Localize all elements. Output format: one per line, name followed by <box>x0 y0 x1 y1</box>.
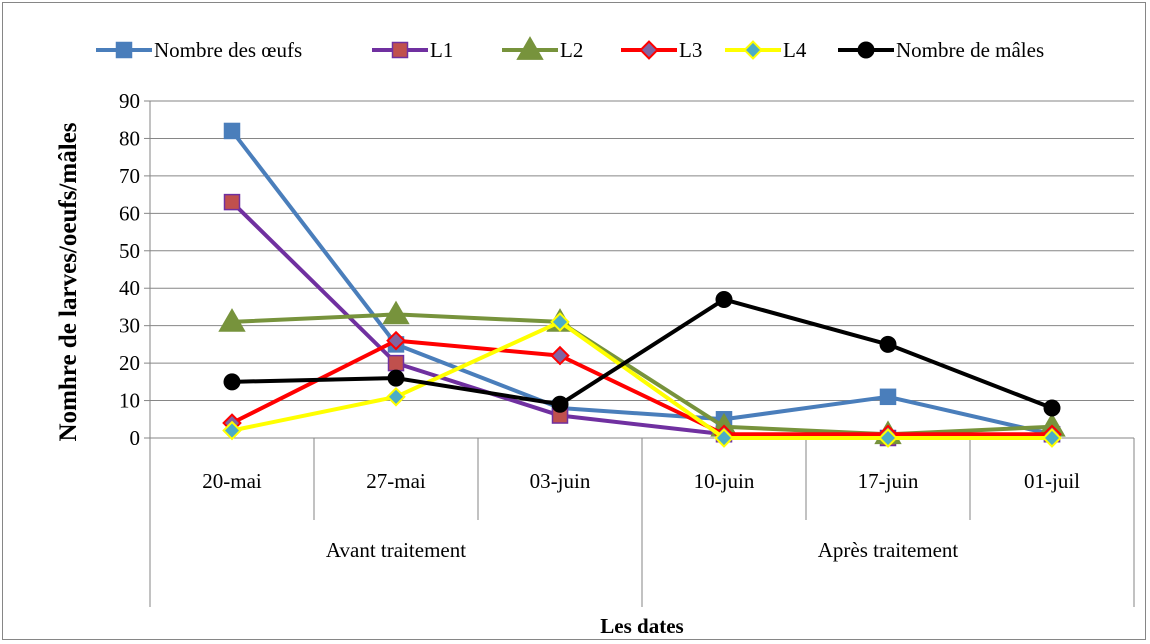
legend-item-3: L3 <box>621 38 702 62</box>
axes: 0 10 20 30 40 50 60 70 80 90 20-mai 27-mai 03-juin 10… <box>119 89 1135 607</box>
legend-label: L3 <box>679 38 702 62</box>
data-point <box>386 330 406 351</box>
y-tick-label: 50 <box>119 239 140 263</box>
data-point <box>387 369 405 387</box>
series-line <box>231 297 1053 410</box>
series-2 <box>218 300 1066 445</box>
legend-label: L1 <box>430 38 453 62</box>
legend-label: L2 <box>560 38 583 62</box>
x-group-label: Après traitement <box>818 538 959 562</box>
legend-marker <box>391 41 409 59</box>
data-point <box>879 388 897 406</box>
x-tick-label: 27-mai <box>366 469 426 493</box>
data-point <box>387 354 405 372</box>
series-line <box>231 319 1052 440</box>
data-point <box>878 428 898 448</box>
legend-marker <box>743 40 763 60</box>
data-point <box>223 122 241 140</box>
y-tick-label: 30 <box>119 314 140 338</box>
data-point <box>223 193 241 211</box>
y-tick-label: 10 <box>119 389 140 413</box>
x-tick-label: 17-juin <box>858 469 919 493</box>
legend-label: Nombre de mâles <box>896 38 1044 62</box>
data-point <box>715 290 733 308</box>
legend-item-4: L4 <box>725 38 807 62</box>
legend-marker <box>516 36 544 60</box>
data-point <box>223 373 241 391</box>
legend-label: L4 <box>783 38 807 62</box>
series-line <box>230 129 1053 437</box>
legend-item-5: Nombre de mâles <box>838 38 1044 62</box>
data-point <box>1043 399 1061 417</box>
legend-marker <box>115 41 133 59</box>
x-tick-label: 03-juin <box>530 469 591 493</box>
x-tick-label: 10-juin <box>694 469 755 493</box>
x-tick-label: 01-juil <box>1024 469 1080 493</box>
data-point <box>550 345 570 366</box>
data-point <box>551 395 569 413</box>
series-lines <box>218 122 1066 448</box>
y-tick-label: 70 <box>119 164 140 188</box>
x-axis-label: Les dates <box>600 614 683 638</box>
series-line <box>231 338 1052 437</box>
legend-marker <box>639 40 659 60</box>
gridlines <box>150 100 1134 402</box>
data-point <box>222 420 242 441</box>
data-point <box>550 312 570 332</box>
series-line <box>231 312 1053 437</box>
series-line <box>230 200 1053 440</box>
x-tick-label: 20-mai <box>202 469 262 493</box>
data-point <box>386 386 406 407</box>
legend-item-2: L2 <box>502 36 583 62</box>
y-axis-label: Nomhre de larves/oeufs/mâles <box>55 122 82 441</box>
y-tick-label: 90 <box>119 89 140 113</box>
legend-item-1: L1 <box>372 38 453 62</box>
y-tick-label: 40 <box>119 276 140 300</box>
y-tick-label: 0 <box>130 426 141 450</box>
data-point <box>1042 428 1062 448</box>
series-4 <box>222 312 1062 448</box>
data-point <box>714 428 734 448</box>
legend-item-0: Nombre des œufs <box>96 38 302 62</box>
data-point <box>382 300 410 325</box>
y-tick-label: 80 <box>119 126 140 150</box>
legend-marker <box>857 41 875 59</box>
legend-label: Nombre des œufs <box>154 38 302 62</box>
data-point <box>218 308 246 332</box>
x-group-label: Avant traitement <box>326 538 466 562</box>
y-tick-label: 60 <box>119 201 140 225</box>
series-5 <box>223 290 1061 417</box>
y-tick-label: 20 <box>119 351 140 375</box>
data-point <box>879 335 897 353</box>
legend: Nombre des œufs L1 L2 L3 L4 Nombre de mâles <box>96 36 1044 62</box>
